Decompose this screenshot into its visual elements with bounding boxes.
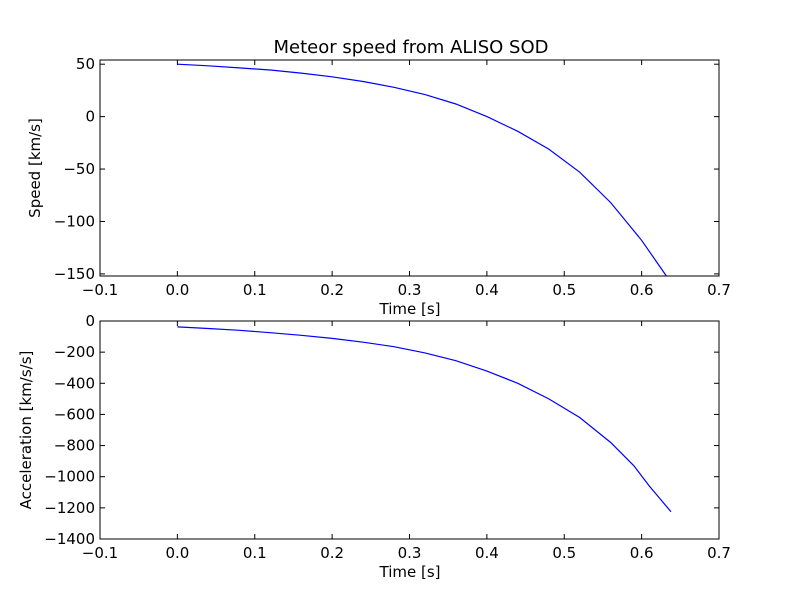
speed-x-tick-label: −0.1 [82, 281, 118, 299]
speed-x-tick-label: 0.3 [398, 281, 422, 299]
acceleration-x-tick-label: 0.0 [165, 544, 189, 562]
speed-x-axis-label: Time [s] [379, 300, 441, 318]
speed-y-tick-label: −100 [54, 212, 95, 230]
chart-title: Meteor speed from ALISO SOD [273, 37, 548, 58]
speed-x-tick-label: 0.6 [630, 281, 654, 299]
speed-y-ticks: 50 0 −50 −100 −150 [54, 55, 719, 283]
acceleration-series-line [177, 326, 672, 513]
acceleration-x-tick-label: 0.1 [243, 544, 267, 562]
speed-series-line [177, 63, 667, 277]
acceleration-y-tick-label: −200 [54, 343, 95, 361]
acceleration-y-tick-label: −1000 [44, 468, 95, 486]
acceleration-y-ticks: 0 −200 −400 −600 −800 −1000 −1200 −1400 [44, 312, 719, 548]
speed-plot-frame [99, 59, 720, 277]
speed-x-tick-label: 0.5 [552, 281, 576, 299]
acceleration-x-tick-label: 0.3 [398, 544, 422, 562]
acceleration-y-axis-label: Acceleration [km/s/s] [17, 351, 35, 510]
acceleration-x-tick-label: 0.6 [630, 544, 654, 562]
acceleration-x-ticks: −0.1 0.0 0.1 0.2 0.3 0.4 0.5 0.6 0.7 [82, 321, 731, 562]
speed-panel: −0.1 0.0 0.1 0.2 0.3 0.4 0.5 0.6 0.7 500−50−100−… [26, 55, 731, 318]
speed-x-tick-label: 0.1 [243, 281, 267, 299]
acceleration-y-tick-label: −600 [54, 405, 95, 423]
speed-y-tick-label: −50 [63, 160, 95, 178]
acceleration-y-tick-label: 0 [85, 312, 95, 330]
acceleration-x-tick-label: 0.7 [707, 544, 731, 562]
acceleration-x-tick-label: −0.1 [82, 544, 118, 562]
speed-y-tick-label: 0 [85, 108, 95, 126]
acceleration-y-tick-label: −800 [54, 437, 95, 455]
acceleration-x-tick-label: 0.5 [552, 544, 576, 562]
speed-x-tick-label: 0.7 [707, 281, 731, 299]
speed-x-tick-label: 0.2 [320, 281, 344, 299]
speed-y-axis-label: Speed [km/s] [26, 118, 44, 218]
acceleration-x-tick-label: 0.2 [320, 544, 344, 562]
speed-x-tick-label: 0.4 [475, 281, 499, 299]
speed-y-tick-label: 50 [76, 55, 95, 73]
acceleration-y-tick-label: −400 [54, 374, 95, 392]
speed-x-ticks: −0.1 0.0 0.1 0.2 0.3 0.4 0.5 0.6 0.7 [82, 60, 731, 299]
speed-y-tick-label: −150 [54, 265, 95, 283]
acceleration-x-tick-label: 0.4 [475, 544, 499, 562]
acceleration-x-axis-label: Time [s] [379, 563, 441, 581]
acceleration-y-tick-label: −1200 [44, 499, 95, 517]
acceleration-plot-frame [99, 320, 720, 540]
acceleration-panel: −0.1 0.0 0.1 0.2 0.3 0.4 0.5 0.6 0.7 0 −200 −400 −6… [17, 312, 731, 581]
acceleration-y-tick-label: −1400 [44, 530, 95, 548]
speed-x-tick-label: 0.0 [165, 281, 189, 299]
